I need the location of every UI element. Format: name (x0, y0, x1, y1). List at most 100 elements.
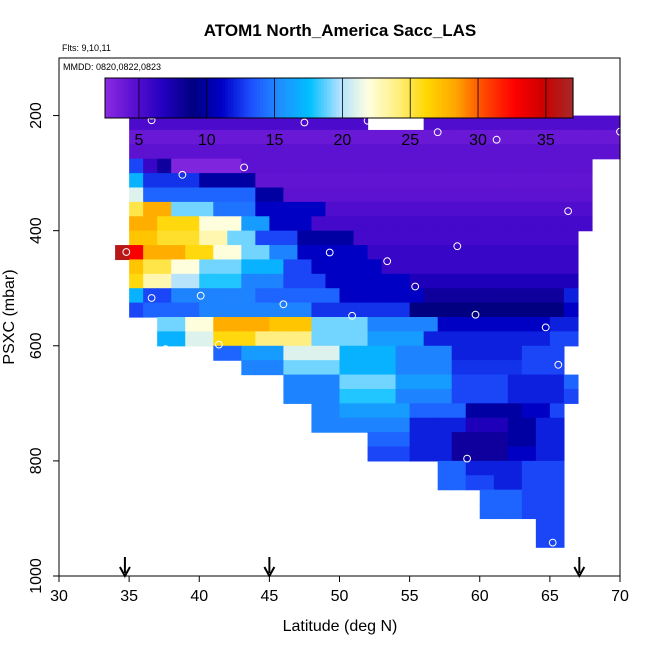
colorbar-swatch (347, 78, 352, 118)
colorbar-swatch (388, 78, 393, 118)
heatmap-cell (171, 331, 186, 347)
heatmap-cell (423, 245, 439, 261)
heatmap-cell (311, 317, 327, 332)
colorbar-swatch (534, 78, 539, 118)
heatmap-cell (563, 129, 579, 145)
heatmap-cell (423, 259, 439, 275)
colorbar-swatch (488, 78, 492, 118)
heatmap-cell (563, 216, 579, 232)
heatmap-cell (143, 245, 158, 261)
heatmap-cell (213, 158, 228, 174)
heatmap-cell (451, 187, 467, 203)
heatmap-cell (353, 201, 369, 217)
flight-point (541, 323, 550, 332)
heatmap-cell (493, 201, 509, 217)
heatmap-cell (367, 403, 383, 419)
heatmap-cell (157, 230, 172, 246)
heatmap-cell (535, 504, 551, 520)
heatmap-cell (423, 331, 439, 347)
heatmap-cell (325, 144, 341, 160)
heatmap-cell (451, 259, 467, 275)
heatmap-cell (535, 259, 551, 275)
heatmap-cell (549, 245, 565, 261)
heatmap-cell (521, 460, 537, 476)
heatmap-cell (507, 173, 523, 189)
colorbar-swatch (356, 78, 361, 118)
heatmap-cell (157, 273, 172, 289)
heatmap-cell (269, 144, 284, 160)
heatmap-cell (535, 345, 551, 361)
colorbar-swatch (298, 78, 302, 118)
heatmap-cell (353, 374, 369, 390)
heatmap-cell (367, 129, 383, 145)
heatmap-cell (521, 446, 537, 462)
heatmap-cell (185, 273, 200, 289)
colorbar-swatch (309, 78, 314, 118)
heatmap-cell (199, 230, 214, 246)
heatmap-cell (199, 216, 214, 232)
flights-annotation: Flts: 9,10,11 (62, 43, 111, 53)
heatmap-cell (171, 129, 186, 145)
heatmap-cell (283, 201, 299, 217)
heatmap-cell (549, 288, 565, 304)
flight-point (348, 311, 357, 320)
heatmap-cell (535, 460, 551, 476)
y-tick-label: 1000 (28, 558, 45, 594)
heatmap-cell (255, 245, 270, 261)
heatmap-cell (227, 173, 242, 189)
heatmap-cell (521, 245, 537, 261)
heatmap-cell (339, 187, 355, 203)
colorbar-swatch (318, 78, 323, 118)
heatmap-cell (339, 201, 355, 217)
heatmap-cell (409, 302, 425, 318)
heatmap-cell (325, 302, 341, 318)
heatmap-cell (395, 230, 411, 246)
heatmap-cell (465, 302, 481, 318)
heatmap-cell (283, 288, 299, 304)
colorbar-swatch (242, 78, 246, 118)
heatmap-cell (325, 201, 341, 217)
heatmap-cell (451, 158, 467, 174)
heatmap-cell (465, 417, 481, 433)
heatmap-cell (339, 374, 355, 390)
heatmap-cell (129, 288, 144, 304)
heatmap-cell (451, 173, 467, 189)
heatmap-cell (577, 158, 593, 174)
heatmap-cell (395, 158, 411, 174)
colorbar-swatch (470, 78, 475, 118)
heatmap-cell (521, 216, 537, 232)
colorbar-swatch (303, 78, 308, 118)
heatmap-cell (129, 259, 144, 275)
colorbar-swatch (327, 78, 331, 118)
heatmap-cell (353, 129, 369, 145)
heatmap-cell (269, 345, 284, 361)
colorbar-swatch (222, 78, 226, 118)
heatmap-cell (409, 331, 425, 347)
heatmap-cell (409, 360, 425, 376)
x-tick-label: 70 (611, 588, 629, 605)
heatmap-cell (549, 489, 565, 505)
colorbar-swatch (561, 78, 565, 118)
heatmap-cell (353, 388, 369, 404)
heatmap-cell (479, 403, 495, 419)
heatmap-cell (535, 273, 551, 289)
heatmap-cell (143, 173, 158, 189)
colorbar-swatch (353, 78, 358, 118)
heatmap-cell (339, 388, 355, 404)
heatmap-cell (227, 302, 242, 318)
heatmap-cell (423, 129, 439, 145)
heatmap-cell (297, 331, 313, 347)
heatmap-cell (367, 317, 383, 332)
colorbar-swatch (107, 78, 112, 118)
heatmap-cell (227, 288, 242, 304)
heatmap-cell (479, 187, 495, 203)
heatmap-cell (339, 360, 355, 376)
heatmap-cell (353, 187, 369, 203)
heatmap-cell (311, 374, 327, 390)
heatmap-cell (311, 288, 327, 304)
heatmap-cell (395, 201, 411, 217)
heatmap-cell (185, 173, 200, 189)
heatmap-cell (311, 403, 327, 419)
heatmap-cell (381, 259, 397, 275)
heatmap-cell (381, 302, 397, 318)
